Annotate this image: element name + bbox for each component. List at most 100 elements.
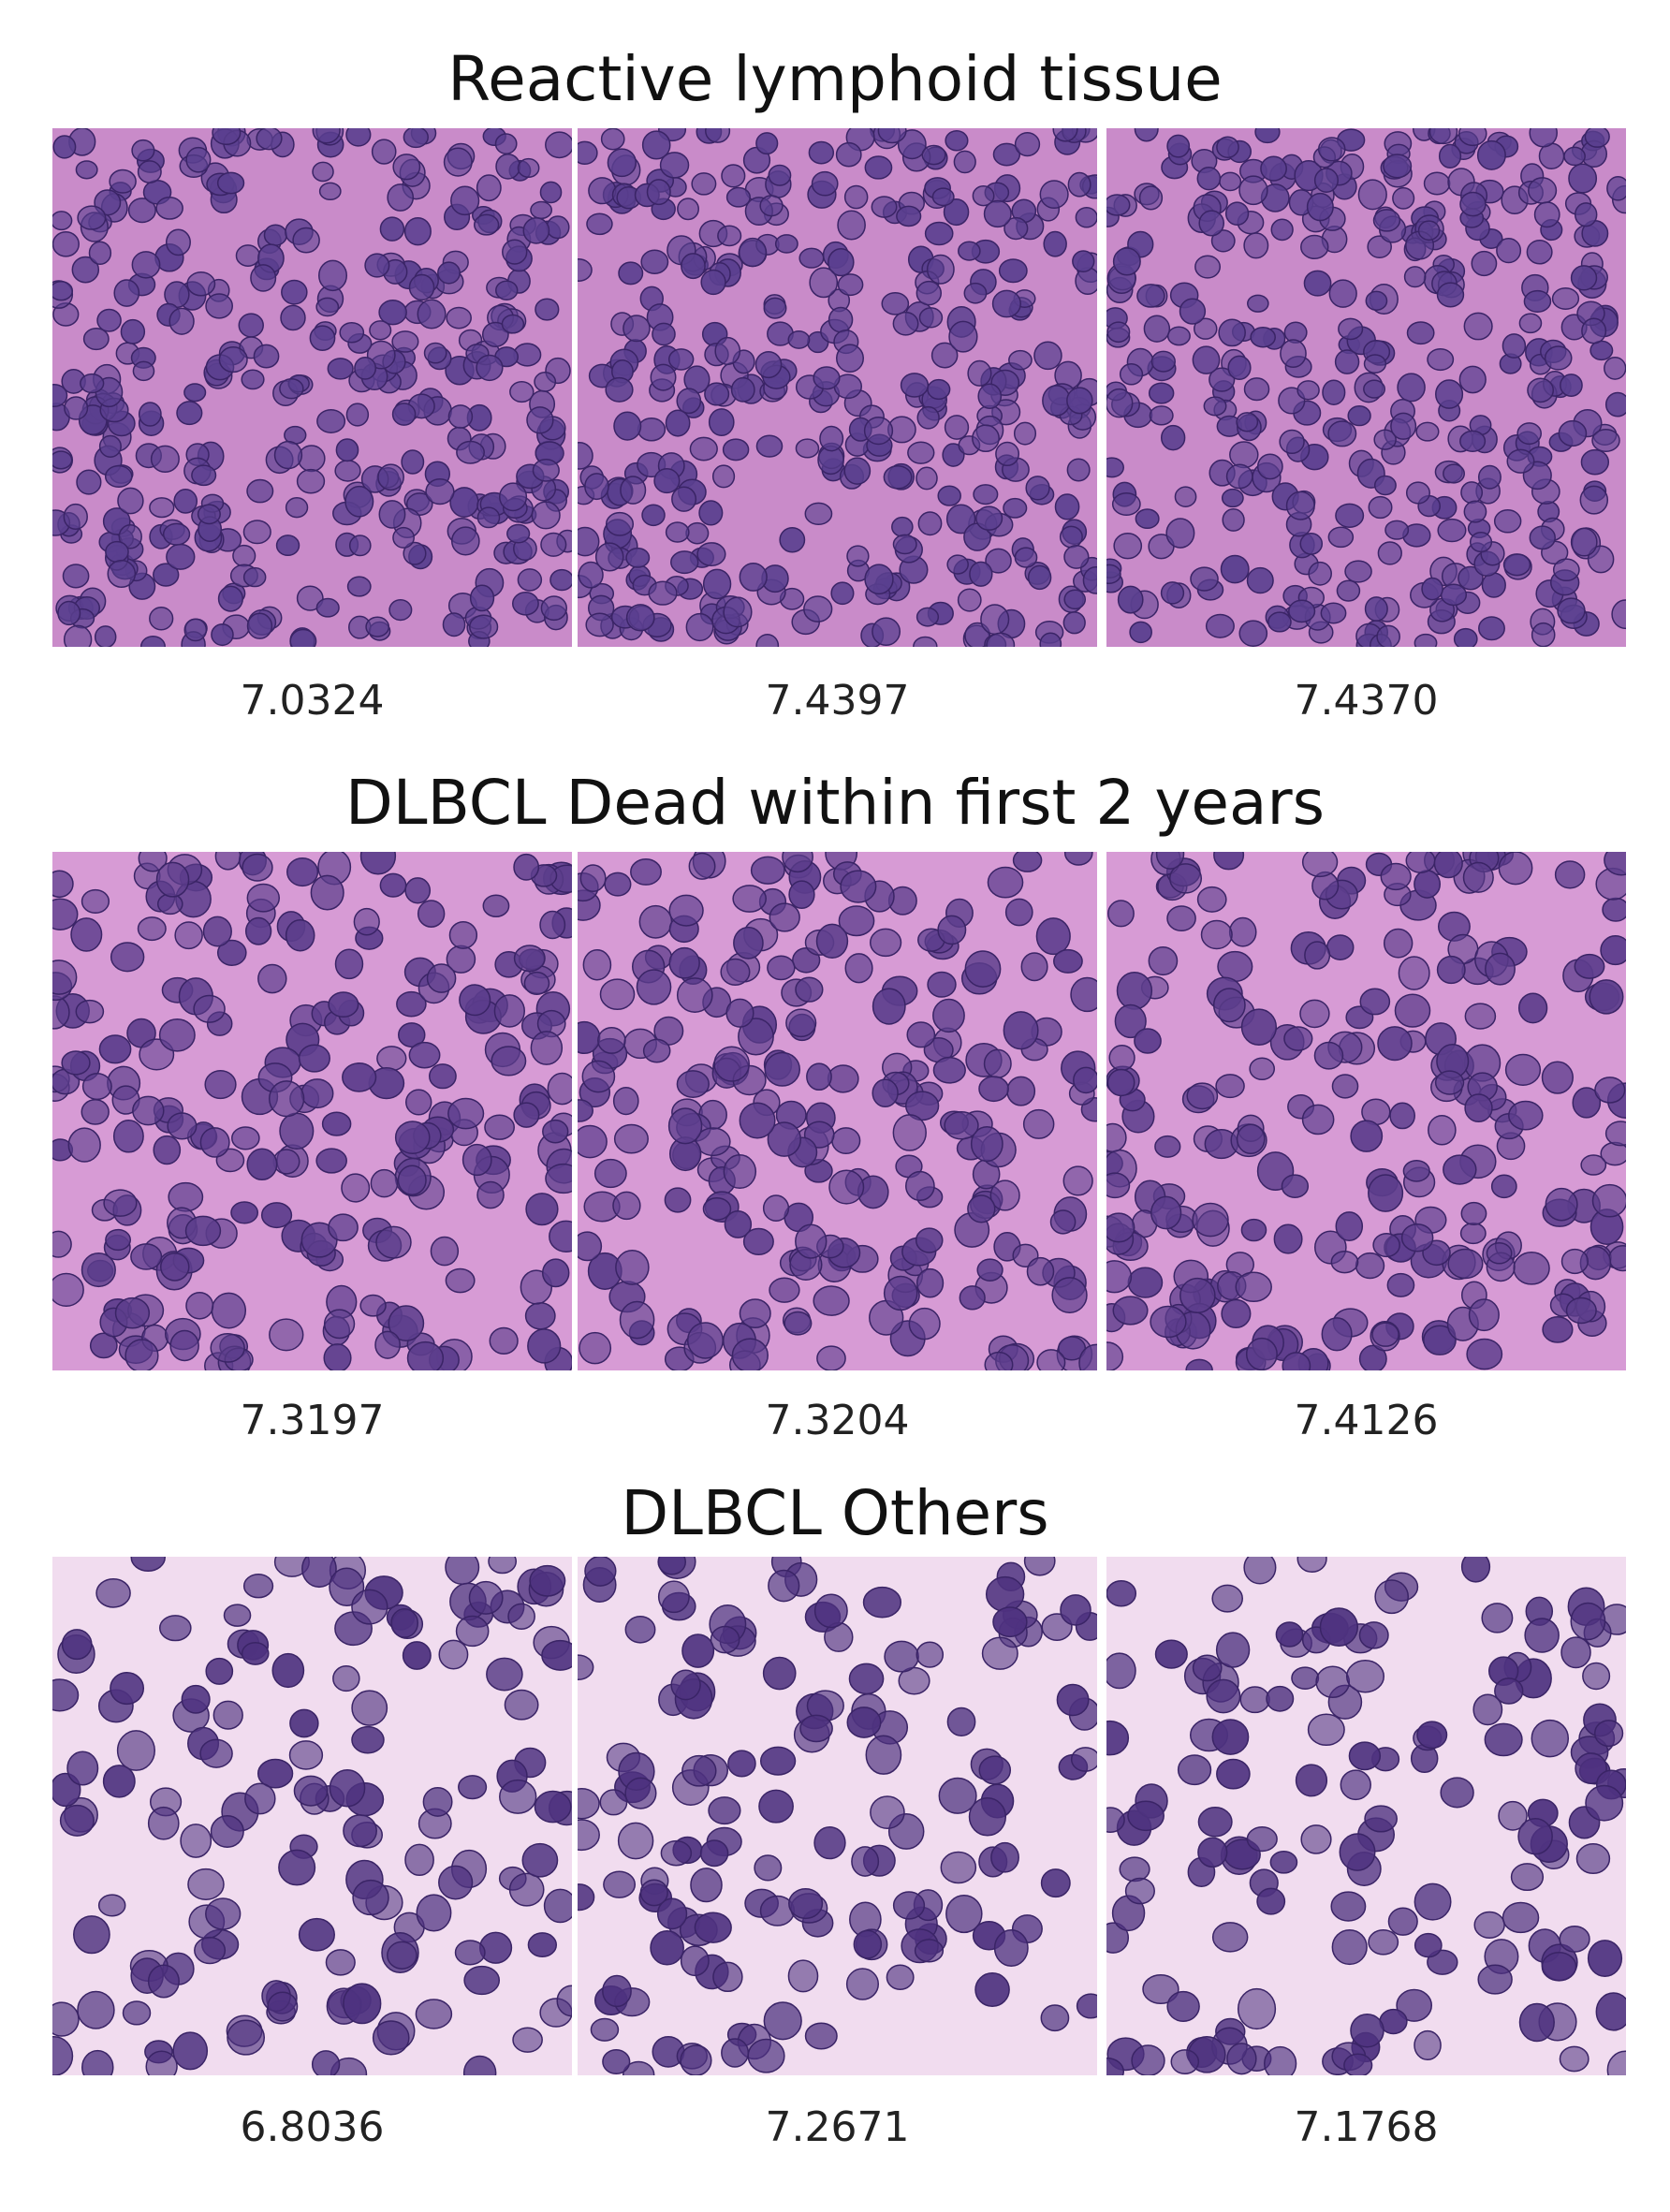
nucleus — [1020, 952, 1048, 982]
nucleus — [630, 857, 662, 886]
nucleus — [372, 2020, 410, 2056]
nucleus — [877, 128, 907, 144]
nucleus — [986, 632, 1016, 647]
nucleus — [862, 1586, 902, 1619]
nucleus — [1177, 1754, 1212, 1786]
nucleus — [1112, 1296, 1149, 1326]
nucleus — [699, 1839, 729, 1868]
nucleus — [1414, 1882, 1452, 1921]
nucleus — [1459, 430, 1487, 453]
nucleus — [549, 568, 572, 592]
nucleus — [1435, 379, 1464, 409]
tissue-background — [52, 1557, 572, 2075]
nucleus — [1063, 589, 1087, 610]
nucleus — [578, 1020, 601, 1055]
nucleus — [1056, 1683, 1090, 1717]
nucleus — [445, 1267, 476, 1294]
nucleus — [1506, 448, 1535, 474]
nucleus — [691, 172, 717, 196]
nucleus — [813, 366, 841, 390]
nucleus — [747, 2038, 785, 2073]
nucleus — [1014, 132, 1041, 157]
nucleus — [769, 1277, 800, 1303]
nucleus — [476, 1180, 505, 1209]
nucleus — [509, 380, 535, 403]
nucleus — [1042, 385, 1071, 417]
nucleus — [680, 1945, 710, 1977]
nucleus — [522, 217, 550, 244]
nucleus — [1209, 367, 1236, 392]
nucleus — [288, 1740, 324, 1770]
nucleus — [462, 2055, 497, 2075]
nucleus — [1400, 1223, 1434, 1252]
nucleus — [1335, 1211, 1364, 1241]
nucleus — [943, 198, 970, 227]
nucleus — [1436, 955, 1466, 985]
nucleus — [637, 417, 667, 442]
nucleus — [205, 293, 234, 319]
nucleus — [511, 592, 539, 616]
nucleus — [517, 568, 543, 592]
nucleus — [872, 1078, 899, 1107]
nucleus — [476, 354, 504, 382]
nucleus — [506, 523, 531, 544]
nucleus — [534, 1790, 572, 1824]
nucleus — [334, 948, 364, 980]
nucleus — [1198, 210, 1225, 237]
nucleus — [1236, 412, 1259, 432]
nucleus — [853, 1929, 883, 1959]
nucleus — [1299, 532, 1324, 555]
nucleus — [1350, 1120, 1384, 1152]
nucleus — [990, 1841, 1019, 1873]
nucleus — [1326, 934, 1355, 960]
nucleus — [969, 561, 993, 587]
nucleus — [1197, 1837, 1228, 1868]
nucleus — [309, 325, 336, 351]
nucleus — [908, 1307, 941, 1340]
nucleus — [244, 1782, 276, 1815]
nucleus — [547, 1072, 572, 1106]
nucleus — [403, 128, 429, 149]
nucleus — [668, 946, 700, 979]
nucleus — [365, 616, 390, 637]
nucleus — [937, 485, 961, 506]
nucleus — [169, 1329, 199, 1362]
nucleus — [769, 902, 800, 932]
nucleus — [732, 885, 767, 913]
nucleus — [527, 1932, 558, 1958]
nucleus — [1498, 852, 1533, 886]
nucleus — [1368, 1174, 1404, 1212]
nucleus — [1405, 852, 1436, 873]
nucleus — [260, 1202, 293, 1229]
nucleus — [1365, 290, 1388, 312]
nucleus — [180, 1824, 212, 1858]
nucleus — [1372, 209, 1401, 232]
nucleus — [1166, 905, 1196, 932]
nucleus — [1504, 1053, 1542, 1087]
nucleus — [364, 253, 390, 278]
nucleus — [1106, 321, 1131, 344]
nucleus — [396, 990, 427, 1018]
nucleus — [545, 1163, 572, 1194]
nucleus — [845, 1968, 880, 2000]
nucleus — [738, 237, 768, 268]
nucleus — [787, 330, 811, 349]
nucleus — [351, 1690, 388, 1726]
nucleus — [1390, 412, 1417, 440]
nucleus — [676, 977, 713, 1013]
nucleus — [334, 460, 361, 482]
nucleus — [211, 623, 234, 647]
nucleus — [1119, 363, 1144, 386]
nucleus — [1490, 1174, 1517, 1199]
nucleus — [426, 963, 457, 993]
nucleus — [292, 227, 320, 254]
nucleus — [1502, 1901, 1540, 1934]
nucleus — [1493, 508, 1522, 534]
nucleus — [489, 1326, 519, 1355]
nucleus — [579, 864, 607, 892]
nucleus — [1169, 863, 1203, 894]
nucleus — [1531, 1719, 1570, 1758]
nucleus — [1331, 1074, 1359, 1099]
nucleus — [1150, 1305, 1187, 1339]
nucleus — [930, 342, 959, 369]
